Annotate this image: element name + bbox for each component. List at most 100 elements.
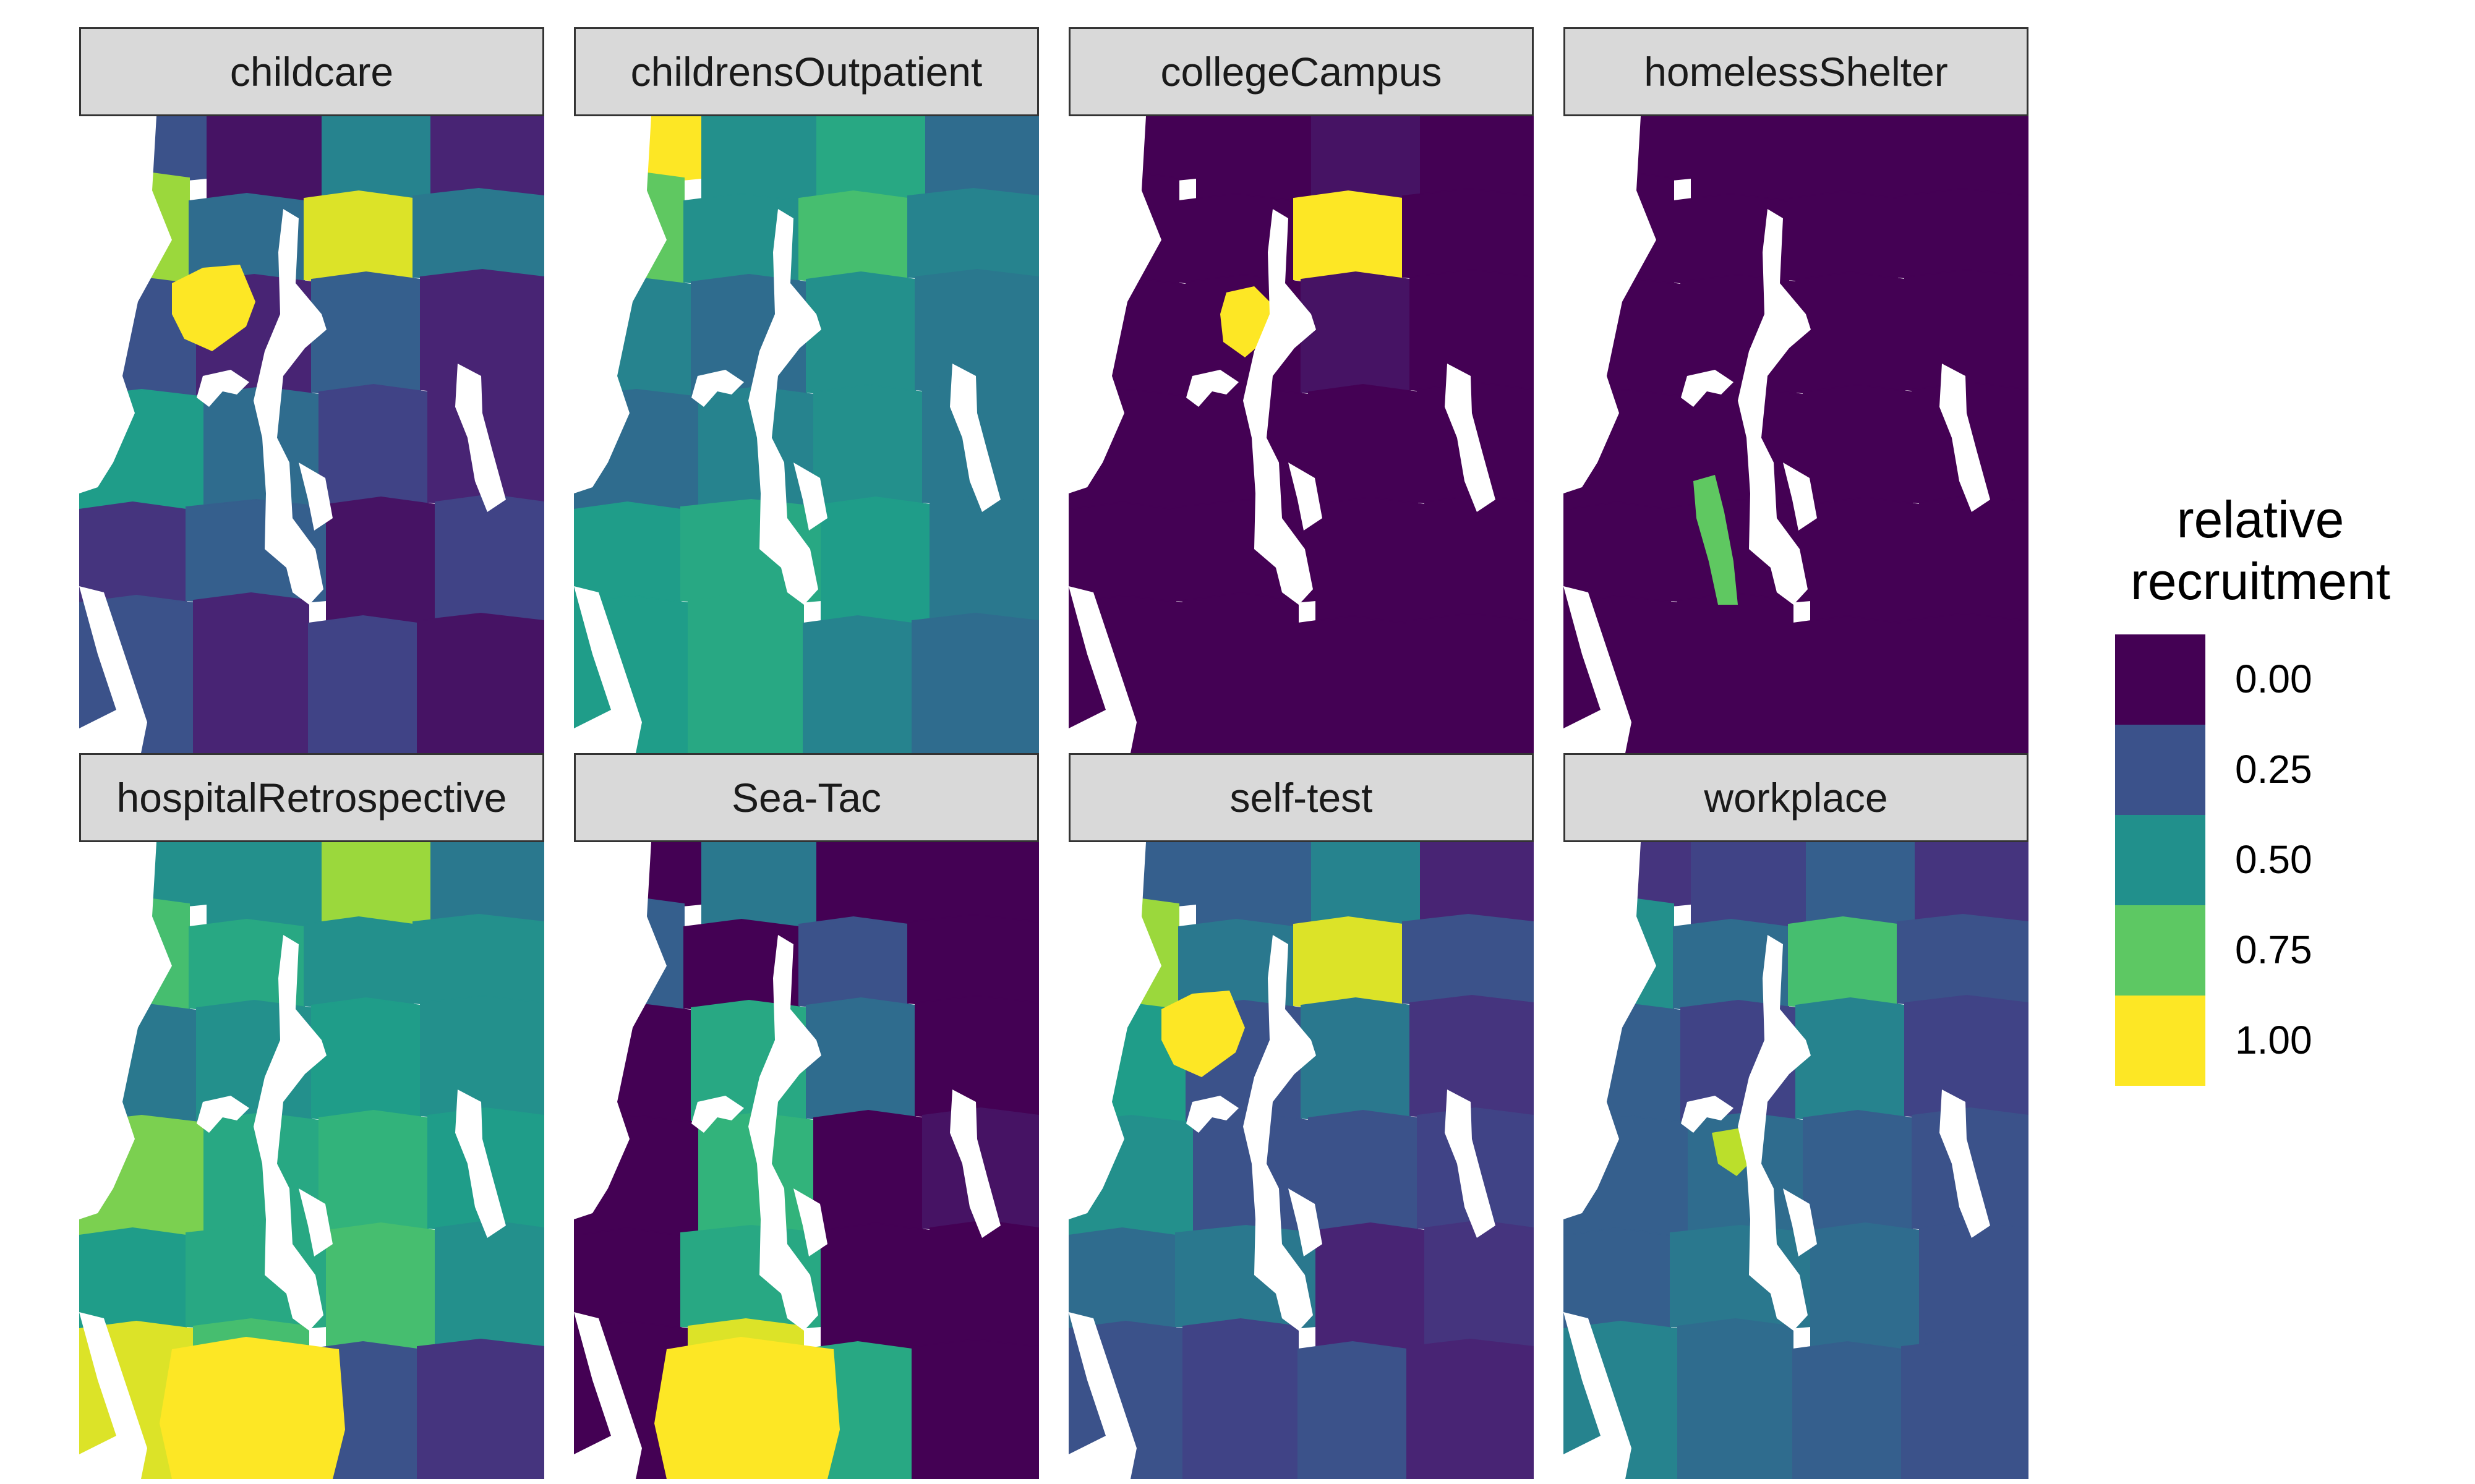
water-body [79, 586, 147, 753]
map-region [1424, 493, 1534, 628]
legend-swatch [2115, 996, 2205, 1086]
map-region [1301, 997, 1411, 1125]
legend-title: relative recruitment [2115, 488, 2406, 612]
facet-strip-label: workplace [1563, 753, 2028, 842]
map-region [912, 612, 1039, 753]
map-region-highlight [1693, 475, 1738, 605]
water-body [1563, 842, 1656, 1219]
map-region [1904, 994, 2028, 1123]
choropleth-map [574, 116, 1039, 753]
map-region-highlight [654, 1337, 840, 1479]
map-region [430, 842, 544, 929]
legend-swatch [2115, 725, 2205, 815]
map-region [1915, 116, 2028, 203]
map-region [1315, 496, 1426, 631]
map-region [1409, 268, 1534, 397]
water-body [197, 1096, 249, 1133]
map-region [1795, 271, 1905, 399]
map-region [1315, 1222, 1426, 1357]
facet-strip-label: homelessShelter [1563, 27, 2028, 116]
water-body [793, 1188, 827, 1256]
legend-swatch [2115, 905, 2205, 996]
map-region [1308, 1109, 1418, 1238]
water-body [1563, 1312, 1631, 1479]
map-region [207, 842, 323, 934]
map-region [1803, 383, 1913, 512]
map-region [803, 615, 913, 753]
map-region [1904, 268, 2028, 397]
water-body [1069, 586, 1137, 753]
map-region [1803, 1109, 1913, 1238]
map-region-highlight [172, 265, 255, 351]
map-region [930, 1219, 1039, 1354]
legend-label: 1.00 [2235, 1018, 2312, 1062]
choropleth-map [1563, 842, 2028, 1479]
choropleth-map [79, 842, 544, 1479]
facet-panel: Sea-Tac [574, 753, 1039, 1479]
legend: relative recruitment 0.00 0.25 0.50 0.75 1.0… [2115, 488, 2461, 1086]
water-body [748, 935, 821, 1331]
map-region [1806, 842, 1916, 932]
map-region [326, 1222, 436, 1357]
map-region [413, 913, 544, 1010]
water-body [1445, 364, 1495, 512]
map-region [318, 383, 429, 512]
water-body [691, 1096, 744, 1133]
water-body [1069, 1312, 1137, 1479]
map-region [1420, 842, 1534, 929]
map-region [1901, 612, 2028, 753]
map-region [1788, 190, 1898, 287]
map-region [1182, 1318, 1299, 1479]
map-region [925, 116, 1039, 203]
map-region [912, 1338, 1039, 1479]
map-region [1182, 592, 1299, 753]
facet-panel: childrensOutpatient [574, 27, 1039, 753]
map-region [915, 994, 1039, 1123]
map-region [413, 187, 544, 284]
map-region [1196, 116, 1312, 208]
water-body [574, 1312, 642, 1479]
map-region [688, 592, 804, 753]
map-region [821, 1222, 931, 1357]
choropleth-map [1069, 842, 1534, 1479]
water-body [1681, 370, 1733, 407]
legend-colorbar [2115, 634, 2205, 1086]
map-region [813, 383, 923, 512]
map-region [1311, 842, 1421, 932]
water-body [1243, 935, 1316, 1331]
map-region [925, 842, 1039, 929]
map-region [701, 116, 818, 208]
map-region [816, 842, 926, 932]
map-region [1406, 1338, 1534, 1479]
map-region [798, 190, 908, 287]
map-region [326, 496, 436, 631]
map-region [1810, 496, 1920, 631]
water-body [1939, 1090, 1990, 1238]
water-body [1186, 1096, 1239, 1133]
map-region [1297, 615, 1408, 753]
map-region [207, 116, 323, 208]
map-region [308, 615, 418, 753]
map-region-highlight [160, 1337, 345, 1479]
map-region [1406, 612, 1534, 753]
map-region [1919, 493, 2028, 628]
map-region [1901, 1338, 2028, 1479]
water-body [197, 370, 249, 407]
map-region [322, 842, 432, 932]
water-body [950, 364, 1001, 512]
map-region [322, 116, 432, 206]
water-body [1563, 116, 1656, 493]
water-body [1288, 463, 1322, 531]
water-body [574, 586, 642, 753]
water-body [574, 116, 667, 493]
map-region-highlight [1161, 991, 1245, 1077]
map-region [1293, 190, 1403, 287]
legend-label: 0.00 [2235, 657, 2312, 701]
map-region [311, 997, 421, 1125]
water-body [1939, 364, 1990, 512]
map-region [1691, 842, 1807, 934]
choropleth-map [1563, 116, 2028, 753]
map-region [1788, 916, 1898, 1013]
map-region [311, 271, 421, 399]
water-body [79, 1312, 147, 1479]
